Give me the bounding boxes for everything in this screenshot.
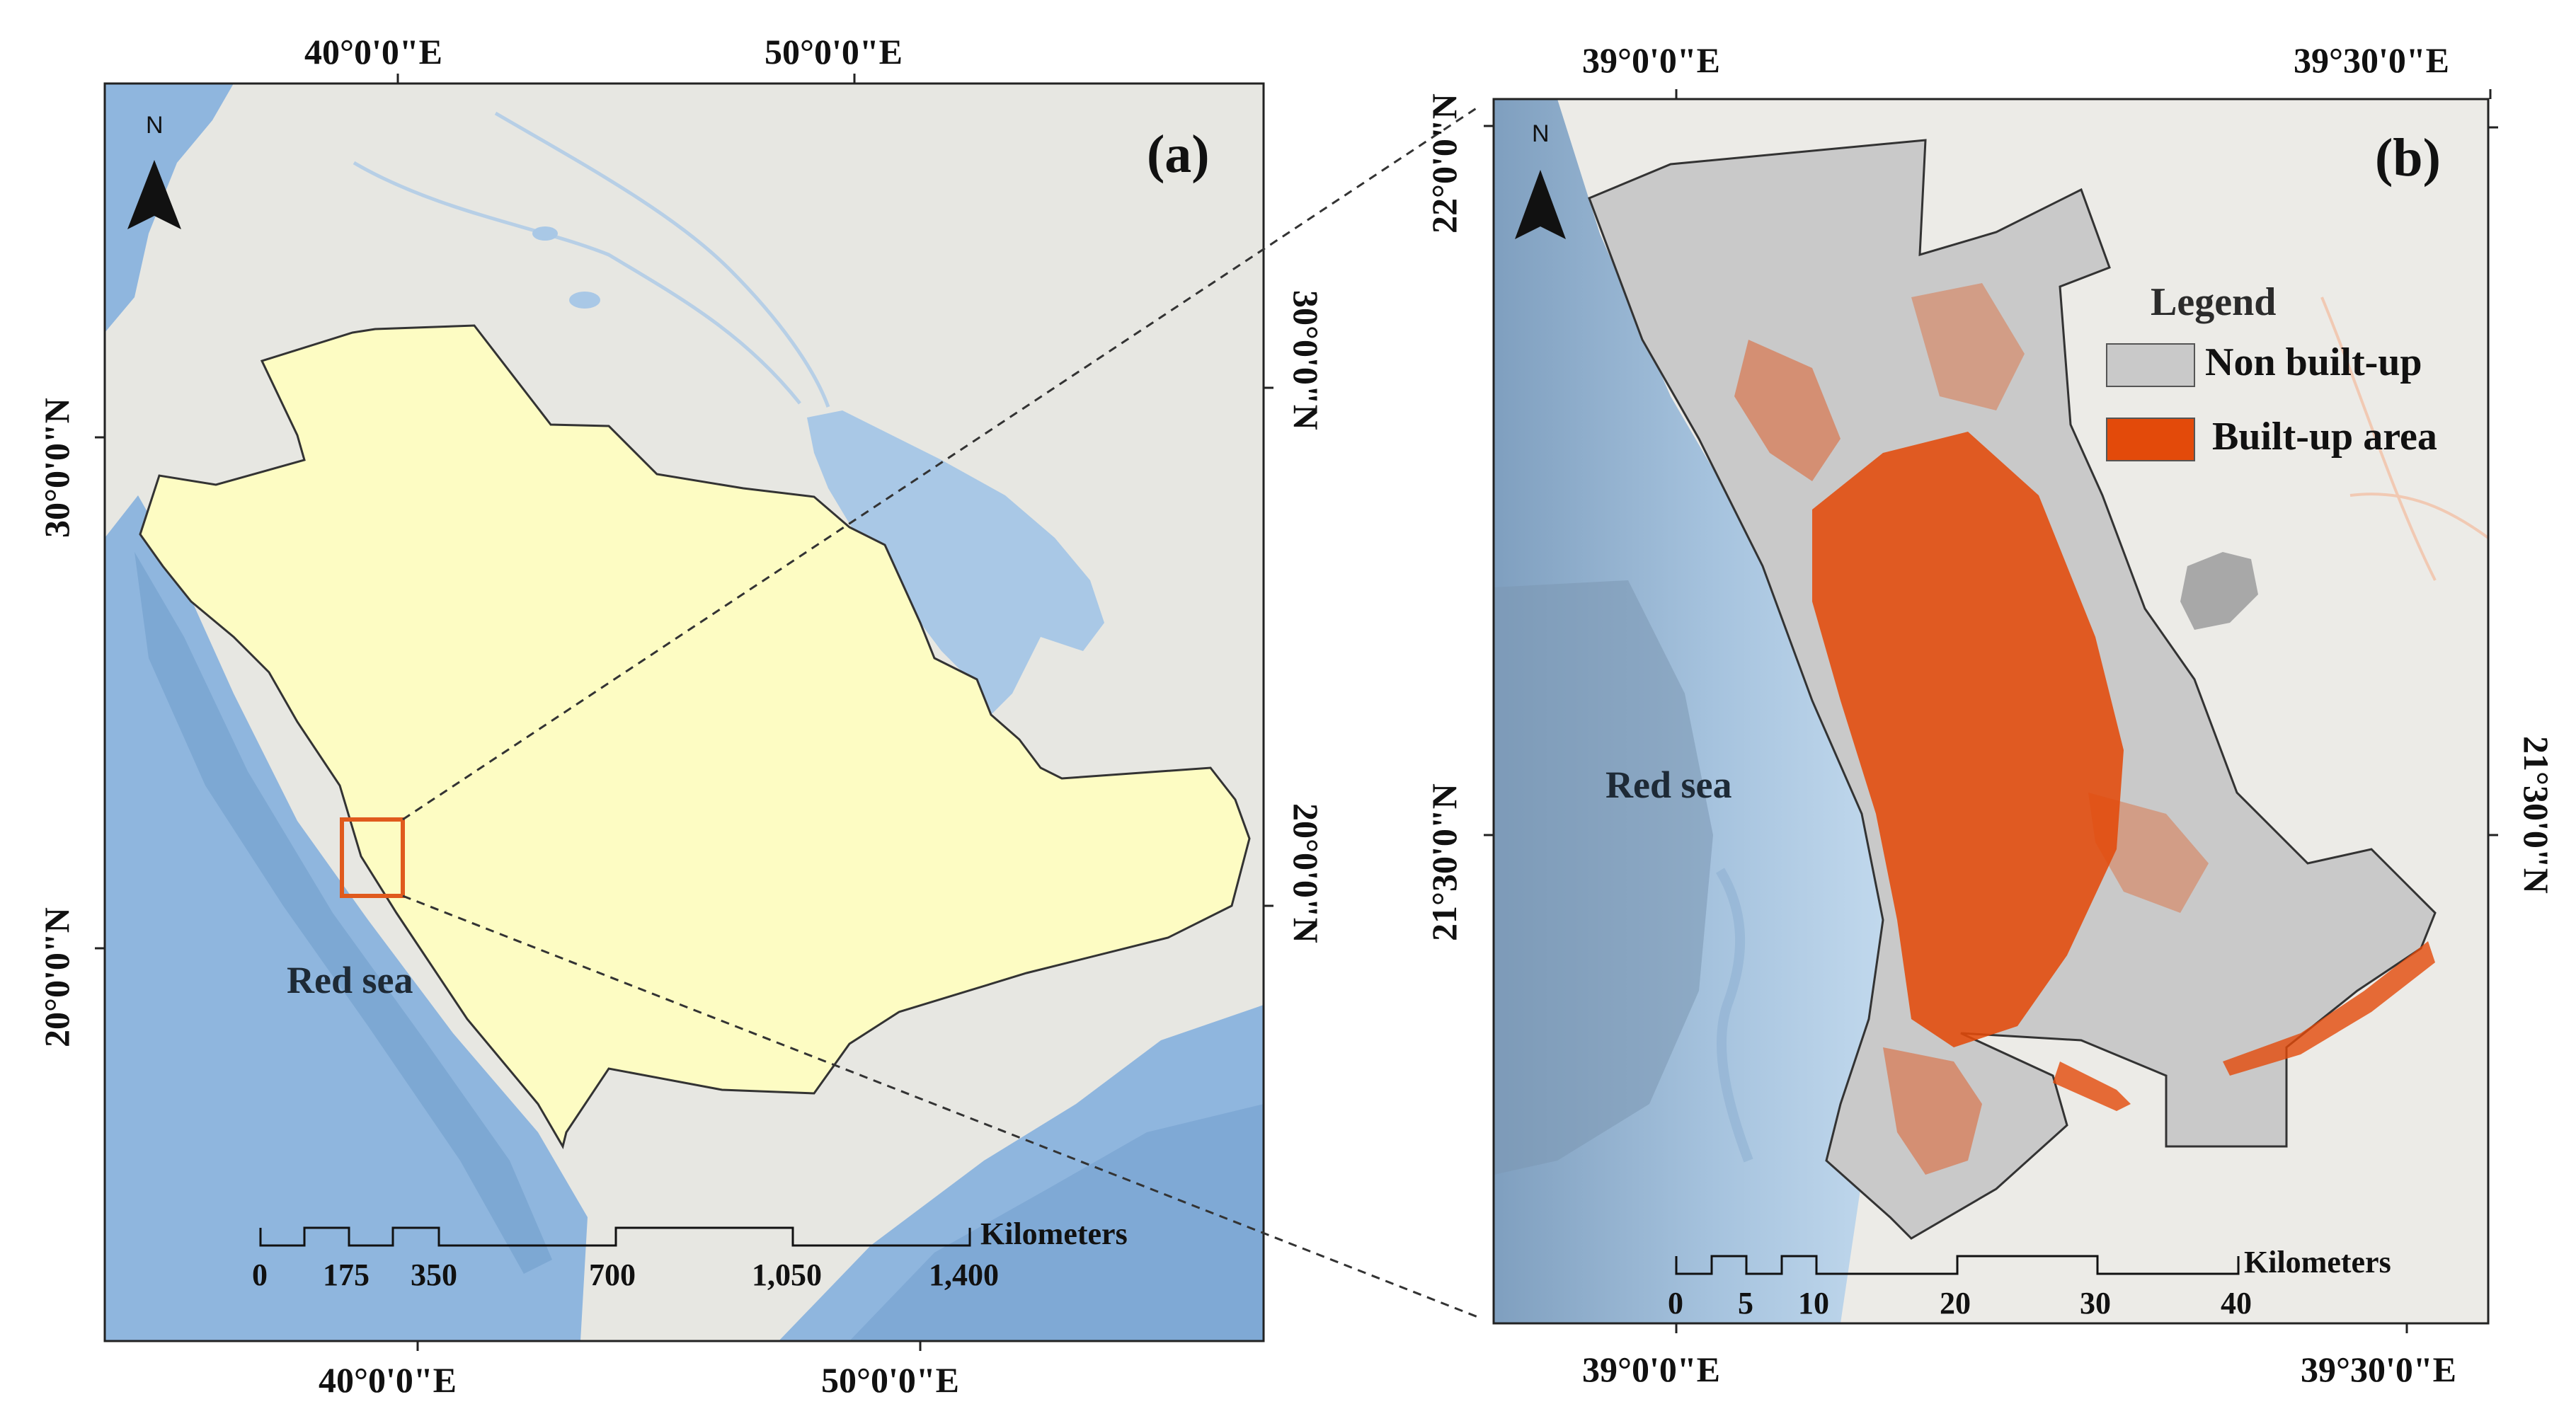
north-arrow-a — [127, 160, 181, 229]
top-axis-label-a-2: 50°0'0"E — [765, 32, 903, 71]
scale-tick-b-5: 40 — [2221, 1286, 2252, 1321]
built-up-strip — [2053, 1062, 2131, 1111]
legend-label-non-built-up: Non built-up — [2205, 340, 2422, 384]
river-line — [494, 111, 830, 408]
built-up-south — [1883, 1047, 1982, 1175]
persian-gulf — [807, 410, 1104, 715]
bottom-axis-label-b-1: 39°0'0"E — [1582, 1350, 1720, 1389]
built-up-core — [1812, 432, 2124, 1047]
non-built-up-patch — [2180, 552, 2258, 630]
built-up-north — [1734, 340, 1841, 481]
red-sea-deep-a — [134, 552, 552, 1274]
bottom-axis-label-a-2: 50°0'0"E — [821, 1360, 959, 1400]
scale-tick-b-2: 10 — [1798, 1286, 1829, 1321]
scale-tick-b-1: 5 — [1738, 1286, 1753, 1321]
scale-unit-a: Kilometers — [980, 1216, 1128, 1251]
saudi-arabia-boundary — [139, 324, 1251, 1149]
built-up-east — [2088, 793, 2209, 913]
lake — [532, 226, 558, 241]
left-axis-label-b-2: 21°30'0"N — [1424, 783, 1464, 941]
left-axis-label-b-1: 22°0'0"N — [1424, 93, 1464, 234]
built-up-corridor — [2223, 941, 2435, 1076]
bottom-axis-label-b-2: 39°30'0"E — [2301, 1350, 2456, 1389]
axis-ticks-a — [95, 74, 1273, 1351]
legend-title: Legend — [2151, 280, 2277, 324]
right-axis-label-b-1: 21°30'0"N — [2517, 736, 2556, 894]
map-panel-a — [105, 84, 1264, 1341]
zoom-connector-lines — [402, 105, 1480, 1319]
top-axis-label-b-1: 39°0'0"E — [1582, 40, 1720, 80]
scale-bar-b — [1675, 1255, 2240, 1275]
panel-b-label: (b) — [2375, 128, 2441, 188]
sea-label-b: Red sea — [1605, 764, 1732, 806]
north-arrow-b — [1515, 170, 1566, 239]
scale-tick-a-2: 350 — [411, 1258, 457, 1292]
sea-label-a: Red sea — [287, 959, 413, 1001]
right-axis-label-a-1: 30°0'0"N — [1286, 290, 1326, 430]
panel-a-frame — [103, 82, 1265, 1342]
top-axis-label-b-2: 39°30'0"E — [2294, 40, 2449, 80]
north-letter-b: N — [1532, 120, 1550, 147]
scale-bar-a — [259, 1226, 971, 1247]
left-axis-label-a-1: 30°0'0"N — [37, 398, 76, 538]
scale-tick-a-5: 1,400 — [929, 1258, 999, 1292]
lake — [569, 292, 600, 309]
scale-tick-a-1: 175 — [323, 1258, 370, 1292]
top-axis-label-a-1: 40°0'0"E — [304, 32, 442, 71]
axis-ticks-b — [1484, 89, 2498, 1333]
bottom-axis-label-a-1: 40°0'0"E — [319, 1360, 457, 1400]
built-up-north-east — [1911, 283, 2025, 410]
north-letter-a: N — [146, 112, 164, 139]
left-axis-label-a-2: 20°0'0"N — [37, 907, 76, 1047]
scale-tick-b-0: 0 — [1668, 1286, 1683, 1321]
legend-label-built-up: Built-up area — [2212, 415, 2437, 459]
map-panel-b — [1494, 99, 2488, 1323]
scale-tick-b-3: 20 — [1940, 1286, 1971, 1321]
arabian-sea-deep — [849, 1104, 1264, 1341]
red-sea-deep-b — [1494, 580, 1713, 1175]
right-axis-label-a-2: 20°0'0"N — [1286, 803, 1326, 943]
mediterranean-sea — [105, 84, 234, 333]
jeddah-highlight-box[interactable] — [340, 817, 405, 898]
river-line — [353, 161, 801, 405]
road-line — [2349, 493, 2488, 539]
scale-tick-b-4: 30 — [2080, 1286, 2111, 1321]
scale-tick-a-4: 1,050 — [752, 1258, 822, 1292]
road-line — [2320, 297, 2437, 581]
legend-swatch-non-built-up — [2106, 343, 2195, 387]
panel-a-label: (a) — [1147, 125, 1210, 184]
scale-tick-a-0: 0 — [252, 1258, 268, 1292]
panel-b-frame — [1492, 98, 2490, 1325]
scale-tick-a-3: 700 — [589, 1258, 636, 1292]
reef-line — [1715, 868, 1753, 1163]
scale-unit-b: Kilometers — [2244, 1245, 2391, 1279]
legend-swatch-built-up — [2106, 418, 2195, 461]
